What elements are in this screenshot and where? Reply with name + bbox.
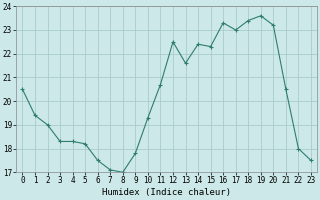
X-axis label: Humidex (Indice chaleur): Humidex (Indice chaleur) bbox=[102, 188, 231, 197]
